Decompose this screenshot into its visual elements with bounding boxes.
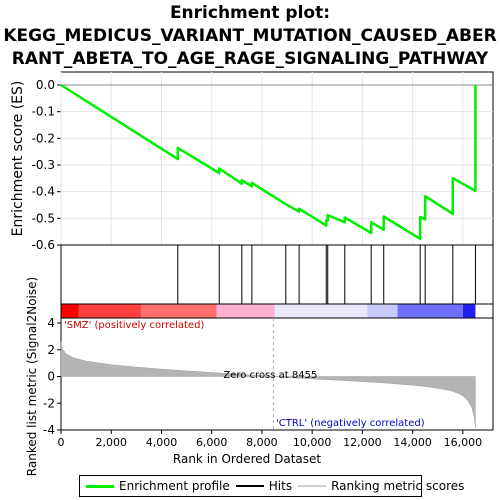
legend-swatch-metric [298,485,327,487]
annotation-negative: 'CTRL' (negatively correlated) [276,418,425,429]
x-tick-label: 4,000 [146,436,178,449]
x-tick-label: 14,000 [393,436,432,449]
x-tick-label: 16,000 [444,436,483,449]
x-axis-label: Rank in Ordered Dataset [173,452,321,466]
legend-swatch-hits [235,485,264,487]
x-tick-label: 10,000 [293,436,332,449]
hits-panel-frame [60,244,494,305]
es-ytick-label: -0.2 [32,131,55,145]
metric-ytick-label: 4 [47,316,55,330]
es-ytick-label: -0.3 [32,158,55,172]
color-bar-segment [61,304,79,318]
metric-ytick-label: -4 [43,423,55,437]
color-bar-segment [462,304,476,318]
enrichment-profile-line [60,83,477,241]
legend-label-enrichment: Enrichment profile [119,479,230,493]
annotation-positive: 'SMZ' (positively correlated) [64,320,204,331]
metric-ytick-label: 0 [47,370,55,384]
metric-axis-label: Ranked list metric (Signal2Noise) [25,277,39,476]
axes-text: 0 2,000 4,000 6,000 8,000 10,000 12,000 14,000 1… [58,430,483,466]
metric-ytick-label: -2 [43,396,55,410]
hits-panel [60,244,494,305]
es-ytick-label: -0.6 [32,238,55,252]
x-tick-label: 0 [58,436,65,449]
es-ytick-label: -0.5 [32,211,55,225]
es-ytick-label: 0.0 [36,78,55,92]
legend-item-hits: Hits [235,479,293,493]
es-ytick-label: -0.1 [32,105,55,119]
legend-swatch-enrichment [86,484,114,488]
x-tick-label: 8,000 [246,436,278,449]
es-axis-label: Enrichment score (ES) [10,81,26,237]
legend-item-metric: Ranking metric scores [298,479,464,493]
metric-ytick-label: 2 [47,343,55,357]
color-bar-segment [397,304,463,318]
x-tick-label: 12,000 [343,436,382,449]
color-bar-panel [60,303,494,319]
metric-panel: 4 2 0 -2 -4 'SMZ' (positively correlated) Zero… [25,277,494,476]
chart-title: Enrichment plot: KEGG_MEDICUS_VARIANT_MU… [0,2,500,71]
title-line-1: Enrichment plot: [169,3,331,23]
color-bar-segment [216,304,275,318]
x-tick-label: 6,000 [196,436,228,449]
es-panel-frame [60,71,494,246]
color-bar-segment [141,304,217,318]
es-ytick-label: -0.4 [32,185,55,199]
title-line-2: KEGG_MEDICUS_VARIANT_MUTATION_CAUSED_ABE… [3,26,497,46]
legend: Enrichment profile Hits Ranking metric s… [79,475,464,497]
ranking-metric-area [60,341,476,429]
annotation-zero-cross: Zero cross at 8455 [223,370,317,381]
color-bar-segment [367,304,398,318]
legend-item-enrichment: Enrichment profile [86,479,230,493]
es-panel: 0.0 -0.1 -0.2 -0.3 -0.4 -0.5 -0.6 Enrichment sc… [10,71,494,252]
legend-label-metric: Ranking metric scores [331,479,465,493]
x-tick-label: 2,000 [95,436,127,449]
color-bar-segment [78,304,142,318]
title-line-3: RANT_ABETA_TO_AGE_RAGE_SIGNALING_PATHWAY [11,49,489,69]
color-bar-segment [274,304,368,318]
legend-label-hits: Hits [268,479,293,493]
